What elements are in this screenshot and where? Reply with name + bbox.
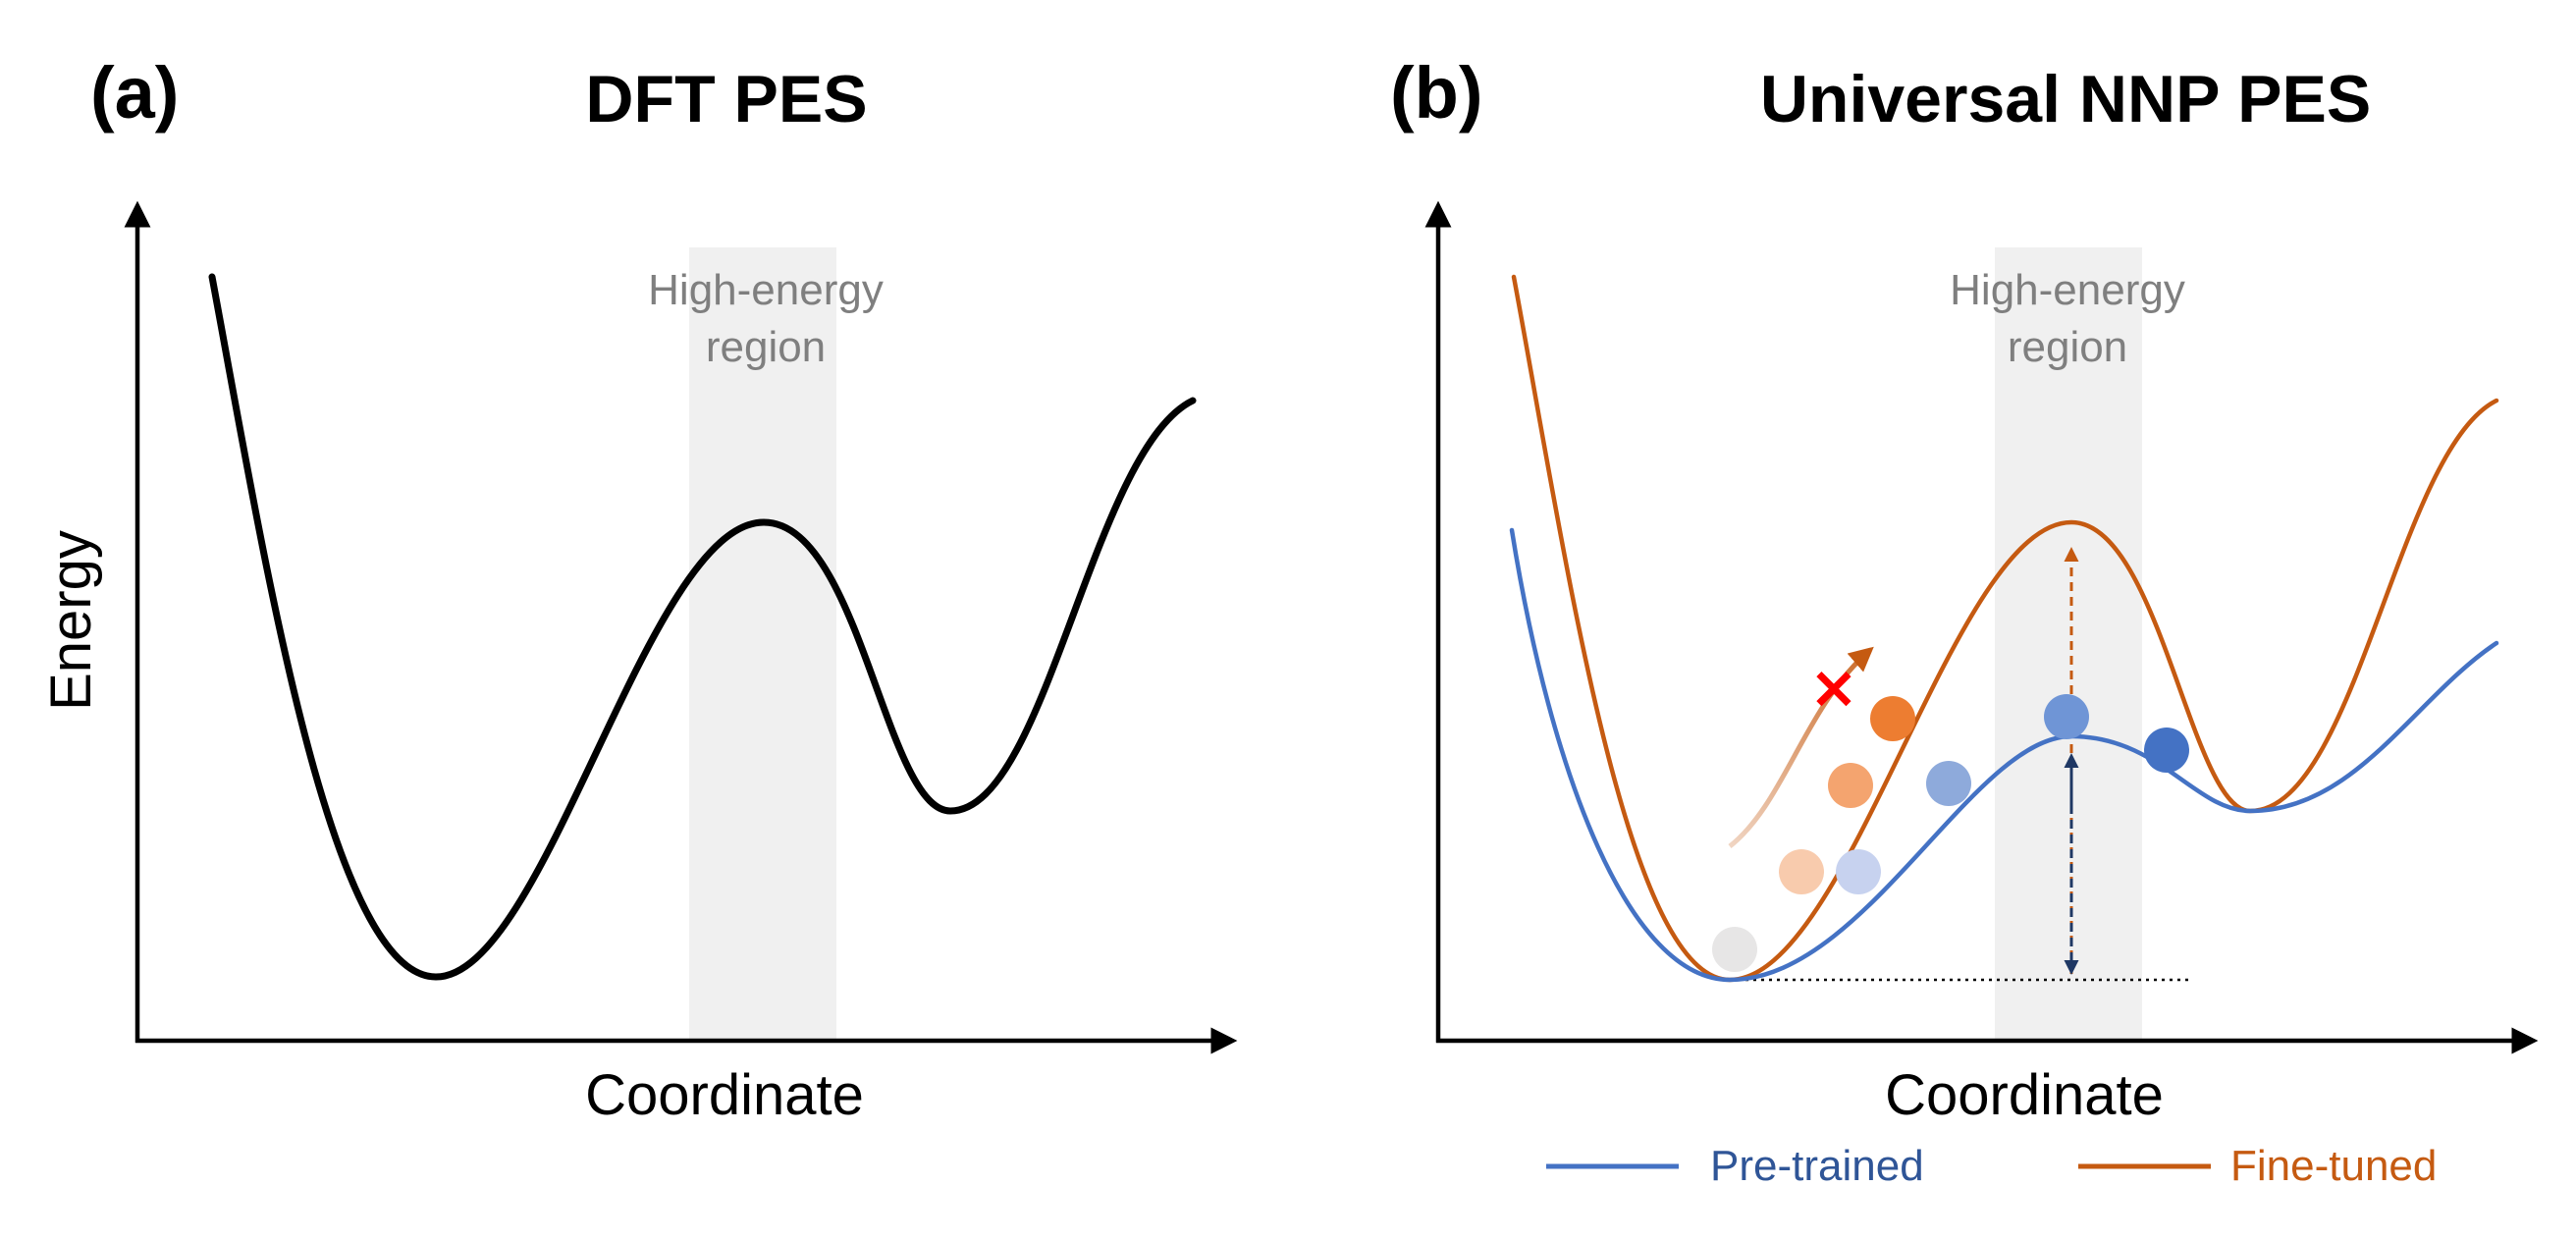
dft-pes-curve xyxy=(208,273,1197,981)
panel-a: (a) DFT PES High-energy region Coordinat… xyxy=(39,52,1238,1127)
panel-b-high-energy-region xyxy=(1995,247,2142,1041)
pretrained-ball-2 xyxy=(1926,761,1971,806)
panel-a-title: DFT PES xyxy=(585,62,867,136)
panel-b: (b) Universal NNP PES High-energy region… xyxy=(1390,52,2539,1127)
pretrained-ball-3 xyxy=(2044,694,2089,739)
panel-a-region-label-line1: High-energy xyxy=(648,266,884,314)
pretrained-ball-1 xyxy=(1836,849,1881,894)
finetuned-ball-2 xyxy=(1828,763,1873,808)
failed-cross-mark: ✕ xyxy=(1811,659,1857,721)
finetuned-ball-1 xyxy=(1779,849,1824,894)
finetuned-ball-3 xyxy=(1870,696,1915,741)
panel-b-letter: (b) xyxy=(1390,52,1483,134)
finetuned-pes-curve xyxy=(1511,274,2499,983)
failed-climb-arrow xyxy=(1728,646,1874,848)
panel-a-region-label-line2: region xyxy=(706,323,826,371)
panel-b-title: Universal NNP PES xyxy=(1760,62,2371,136)
panel-a-y-label: Energy xyxy=(39,530,103,711)
panel-a-high-energy-region xyxy=(689,247,836,1041)
pretrained-pes-curve xyxy=(1509,527,2499,983)
panel-b-region-label-line2: region xyxy=(2008,323,2127,371)
pretrained-ball-4 xyxy=(2144,728,2189,773)
panel-a-x-label: Coordinate xyxy=(585,1063,864,1127)
panel-b-region-label-line1: High-energy xyxy=(1950,266,2185,314)
panel-b-x-label: Coordinate xyxy=(1885,1063,2164,1127)
legend-finetuned-label: Fine-tuned xyxy=(2230,1142,2437,1190)
legend-pretrained-label: Pre-trained xyxy=(1710,1142,1924,1190)
start-ball xyxy=(1712,927,1757,972)
panel-a-letter: (a) xyxy=(90,52,179,134)
legend: Pre-trained Fine-tuned xyxy=(1546,1142,2437,1190)
